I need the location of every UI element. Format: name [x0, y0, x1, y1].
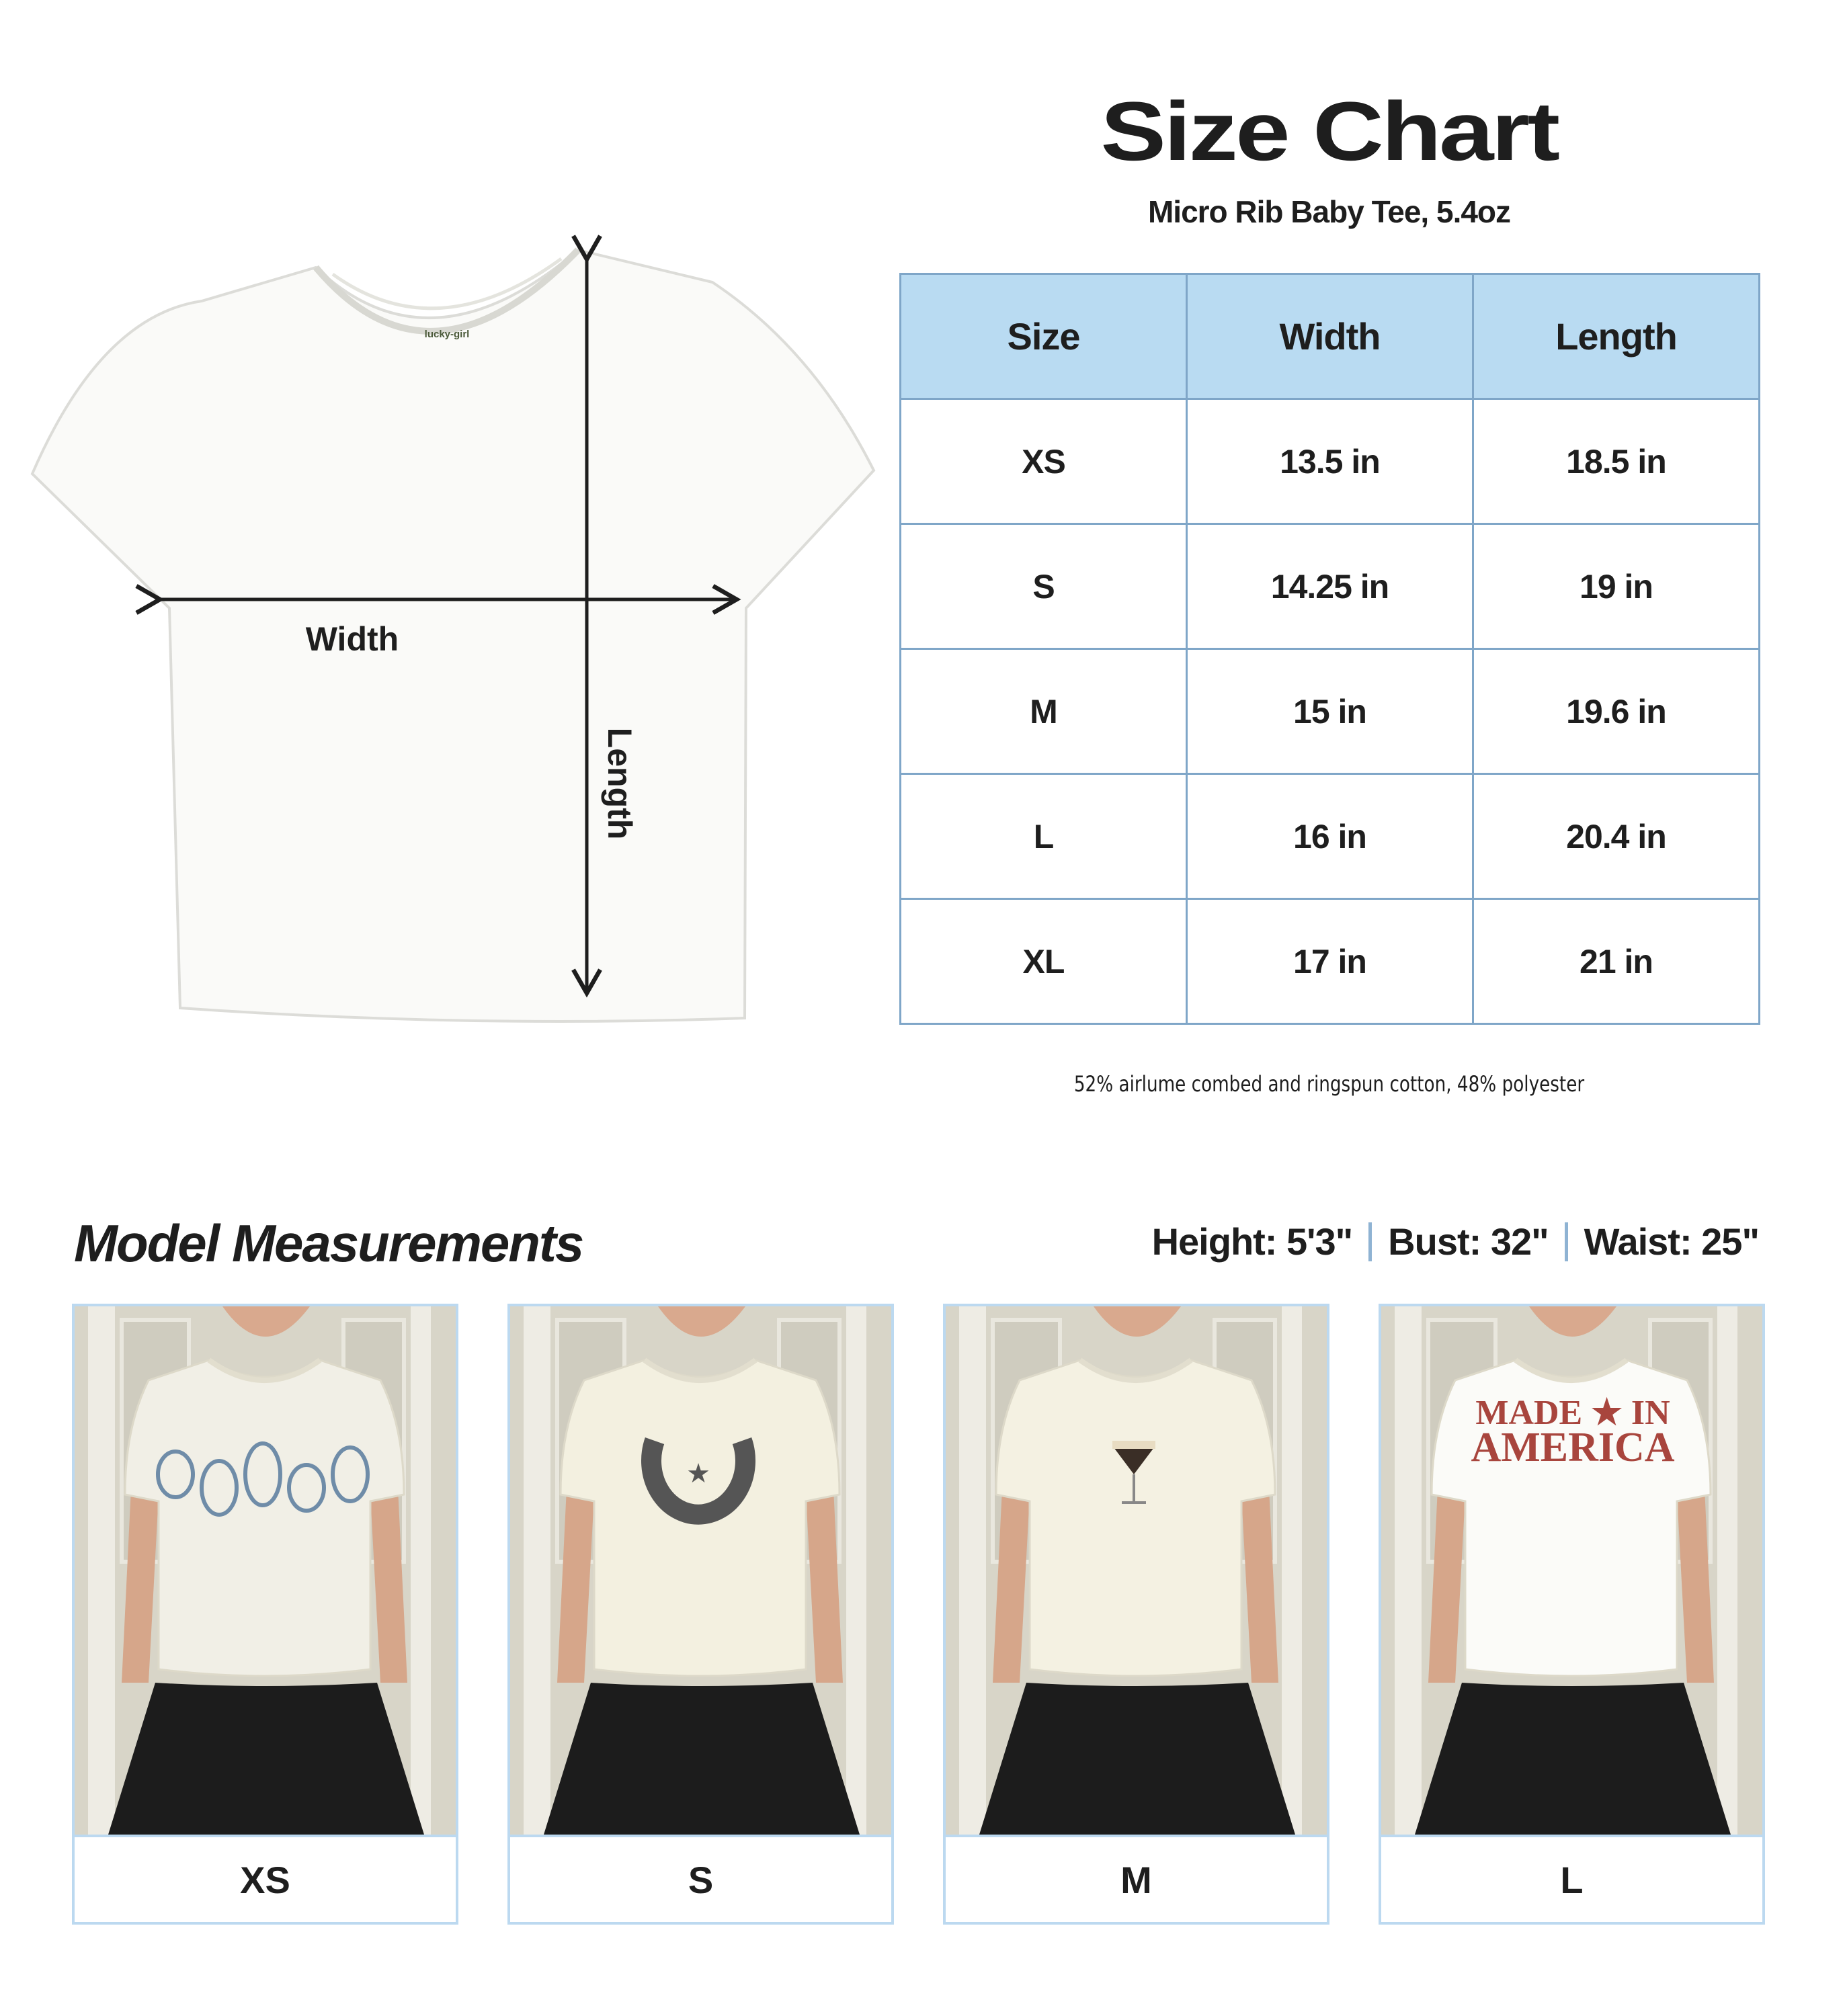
svg-text:★: ★ [686, 1459, 710, 1488]
seashell-print [200, 1459, 239, 1517]
model-height: Height: 5'3" [1151, 1220, 1354, 1263]
model-photo: ★ [510, 1306, 891, 1835]
seashell-print [331, 1445, 370, 1503]
model-photo [75, 1306, 456, 1835]
cell-size: L [899, 773, 1188, 900]
tee-collar [313, 247, 581, 335]
cell-length: 19.6 in [1472, 648, 1760, 775]
fabric-note: 52% airlume combed and ringspun cotton, … [1073, 1071, 1585, 1097]
cell-width: 14.25 in [1186, 523, 1474, 650]
table-row: L 16 in 20.4 in [899, 773, 1760, 900]
cell-size: M [899, 648, 1188, 775]
model-photo-card-l: MADE ★ IN AMERICA L [1379, 1304, 1765, 1925]
table-row: S 14.25 in 19 in [899, 523, 1760, 650]
length-label: Length [601, 728, 639, 840]
model-waist: Waist: 25" [1584, 1220, 1760, 1263]
size-chart-title: Size Chart [1100, 85, 1560, 178]
model-shirt [124, 1359, 405, 1677]
seashell-print [287, 1463, 326, 1513]
cell-size: XS [899, 398, 1188, 525]
photo-size-label: M [946, 1835, 1327, 1922]
header-size: Size [899, 273, 1188, 400]
model-pants [544, 1683, 860, 1835]
table-row: XL 17 in 21 in [899, 898, 1760, 1025]
header-length: Length [1472, 273, 1760, 400]
cell-length: 18.5 in [1472, 398, 1760, 525]
cell-size: XL [899, 898, 1188, 1025]
width-label: Width [306, 620, 399, 658]
model-measurements-title: Model Measurements [74, 1214, 584, 1273]
photo-size-label: L [1381, 1835, 1762, 1922]
print-line-1: MADE ★ IN [1475, 1394, 1670, 1432]
photo-size-label: XS [75, 1835, 456, 1922]
cell-width: 17 in [1186, 898, 1474, 1025]
model-pants [1415, 1683, 1731, 1835]
flat-tee-diagram: lucky-girl Width Length [30, 235, 876, 1023]
model-photo-card-xs: XS [72, 1304, 458, 1925]
header-width: Width [1186, 273, 1474, 400]
model-pants [108, 1683, 424, 1835]
cell-width: 16 in [1186, 773, 1474, 900]
horseshoe-print [641, 1437, 755, 1525]
product-subtitle: Micro Rib Baby Tee, 5.4oz [1147, 194, 1511, 229]
photo-size-label: S [510, 1835, 891, 1922]
tee-shape [30, 248, 876, 1023]
cell-length: 20.4 in [1472, 773, 1760, 900]
seashell-print [243, 1441, 282, 1507]
cell-length: 21 in [1472, 898, 1760, 1025]
model-shirt [995, 1359, 1276, 1677]
tee-tag: lucky-girl [425, 329, 470, 340]
model-photo-card-m: M [943, 1304, 1329, 1925]
martini-print [1112, 1441, 1155, 1504]
table-row: XS 13.5 in 18.5 in [899, 398, 1760, 525]
model-pants [979, 1683, 1295, 1835]
divider [1564, 1222, 1568, 1261]
print-line-2: AMERICA [1471, 1425, 1674, 1470]
model-photo [946, 1306, 1327, 1835]
model-bust: Bust: 32" [1388, 1220, 1549, 1263]
table-header-row: Size Width Length [899, 273, 1760, 400]
model-stats: Height: 5'3" Bust: 32" Waist: 25" [1151, 1220, 1760, 1263]
cell-size: S [899, 523, 1188, 650]
model-photo-card-s: ★ S [507, 1304, 894, 1925]
cell-length: 19 in [1472, 523, 1760, 650]
table-row: M 15 in 19.6 in [899, 648, 1760, 775]
seashell-print [156, 1450, 195, 1499]
divider [1368, 1222, 1372, 1261]
size-table: Size Width Length XS 13.5 in 18.5 in S 14.2… [899, 273, 1760, 1025]
cell-width: 13.5 in [1186, 398, 1474, 525]
cell-width: 15 in [1186, 648, 1474, 775]
